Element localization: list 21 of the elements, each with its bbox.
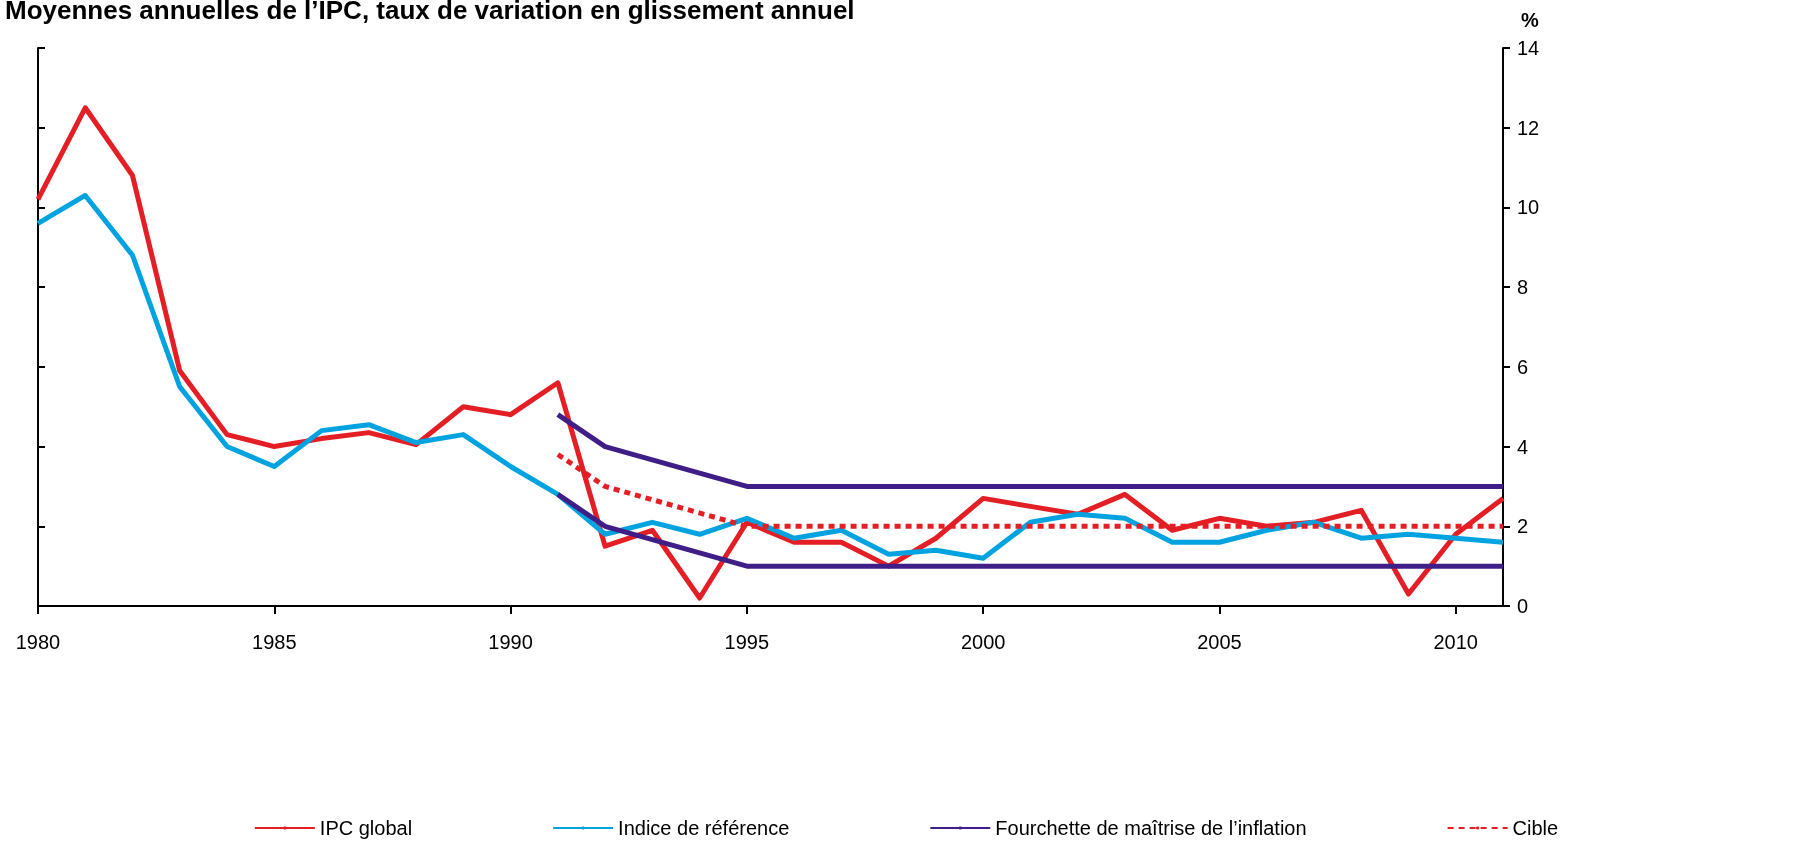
y-tick-label: 4 bbox=[1517, 435, 1529, 458]
x-tick-label: 2010 bbox=[1433, 631, 1478, 653]
x-tick-label: 2000 bbox=[960, 631, 1006, 653]
x-tick-label: 1985 bbox=[252, 631, 297, 653]
y-axis-title: % bbox=[1521, 9, 1539, 31]
legend-label: Fourchette de maîtrise de l’inflation bbox=[995, 817, 1307, 839]
x-tick-label: 1990 bbox=[488, 631, 533, 653]
legend-label: Indice de référence bbox=[618, 817, 790, 839]
legend-label: Cible bbox=[1512, 817, 1559, 839]
y-tick-label: 12 bbox=[1517, 116, 1540, 139]
chart-title: Moyennes annuelles de l’IPC, taux de variation en glissement annuel bbox=[5, 0, 855, 25]
y-tick-label: 2 bbox=[1517, 515, 1529, 538]
x-tick-label: 1995 bbox=[724, 631, 770, 653]
legend-label: IPC global bbox=[319, 817, 413, 839]
x-tick-label: 1980 bbox=[15, 631, 61, 653]
y-tick-label: 8 bbox=[1517, 276, 1529, 299]
y-tick-label: 10 bbox=[1517, 196, 1540, 219]
x-tick-label: 2005 bbox=[1197, 631, 1242, 653]
y-tick-label: 14 bbox=[1517, 37, 1540, 59]
y-tick-label: 0 bbox=[1517, 595, 1529, 617]
y-tick-label: 6 bbox=[1517, 355, 1529, 378]
